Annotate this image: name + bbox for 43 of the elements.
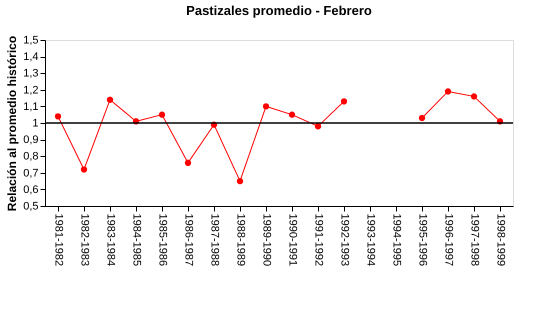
x-tick-label: 1981-1982	[52, 214, 64, 266]
y-tick-label: 0,8	[23, 150, 38, 163]
x-tick-label: 1985-1986	[156, 214, 168, 266]
y-tick-label: 1,5	[23, 34, 38, 46]
y-tick-label: 1	[32, 118, 38, 130]
y-tick-label: 1,2	[23, 84, 38, 96]
point	[444, 88, 452, 95]
y-tick-label: 0,7	[23, 167, 38, 180]
x-tick-label: 1996-1997	[442, 214, 454, 266]
y-axis-title: Relación al promedio histórico	[5, 36, 20, 212]
y-tick-label: 0,5	[23, 200, 38, 212]
y-tick-label: 0,9	[23, 134, 38, 146]
point	[262, 103, 270, 110]
y-tick-label: 1,3	[23, 68, 38, 80]
x-tick-label: 1988-1989	[234, 214, 246, 266]
y-tick-label: 1,1	[23, 100, 38, 113]
point	[418, 114, 426, 122]
point	[340, 98, 348, 105]
point	[288, 112, 296, 118]
y-tick-label: 1,4	[23, 51, 38, 64]
chart-title: Pastizales promedio - Febrero	[186, 3, 372, 18]
x-tick-label: 1990-1991	[286, 214, 298, 266]
point	[80, 166, 88, 173]
x-tick-label: 1993-1994	[364, 214, 376, 266]
x-tick-label: 1983-1984	[104, 214, 116, 266]
x-tick-label: 1987-1988	[208, 214, 220, 266]
x-tick-label: 1992-1993	[338, 214, 350, 266]
x-tick-label: 1986-1987	[182, 214, 194, 266]
point	[106, 96, 114, 103]
x-tick-label: 1991-1992	[312, 214, 324, 266]
x-tick-label: 1994-1995	[390, 214, 402, 266]
x-tick-label: 1998-1999	[494, 214, 506, 266]
x-tick-label: 1995-1996	[416, 214, 428, 266]
x-tick-label: 1982-1983	[78, 214, 90, 266]
x-tick-label: 1989-1990	[260, 214, 272, 266]
point	[158, 112, 166, 118]
x-tick-label: 1984-1985	[130, 214, 142, 266]
y-tick-label: 0,6	[23, 184, 38, 196]
x-tick-label: 1997-1998	[468, 214, 480, 266]
point	[236, 178, 244, 184]
point	[54, 113, 62, 120]
point	[184, 160, 192, 166]
point	[470, 93, 478, 100]
